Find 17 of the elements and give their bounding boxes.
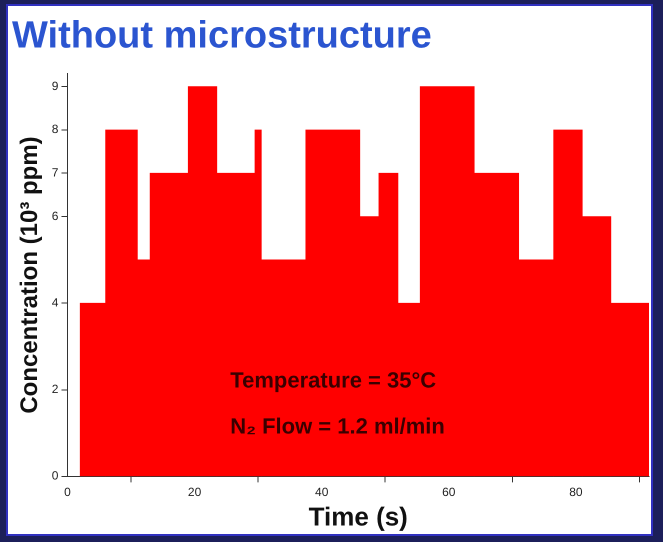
x-tick-label: 80 (569, 484, 583, 499)
annotation: N₂ Flow = 1.2 ml/min (230, 413, 445, 438)
chart-title: Without microstructure (12, 14, 432, 56)
x-axis-title: Time (s) (308, 502, 408, 532)
x-tick-label: 0 (64, 484, 72, 499)
y-tick-label: 2 (52, 382, 59, 396)
y-tick-label: 6 (52, 208, 59, 223)
y-axis-title: Concentration (10³ ppm) (16, 136, 44, 414)
annotation: Temperature = 35°C (230, 367, 436, 392)
y-tick-label: 9 (52, 78, 59, 93)
x-tick-label: 60 (442, 484, 456, 499)
y-tick-label: 4 (52, 295, 59, 310)
x-tick-label: 20 (188, 484, 202, 499)
y-tick-label: 7 (52, 166, 59, 180)
x-tick-label: 40 (315, 484, 329, 499)
y-tick-label: 0 (52, 468, 59, 483)
y-tick-label: 8 (52, 122, 59, 136)
